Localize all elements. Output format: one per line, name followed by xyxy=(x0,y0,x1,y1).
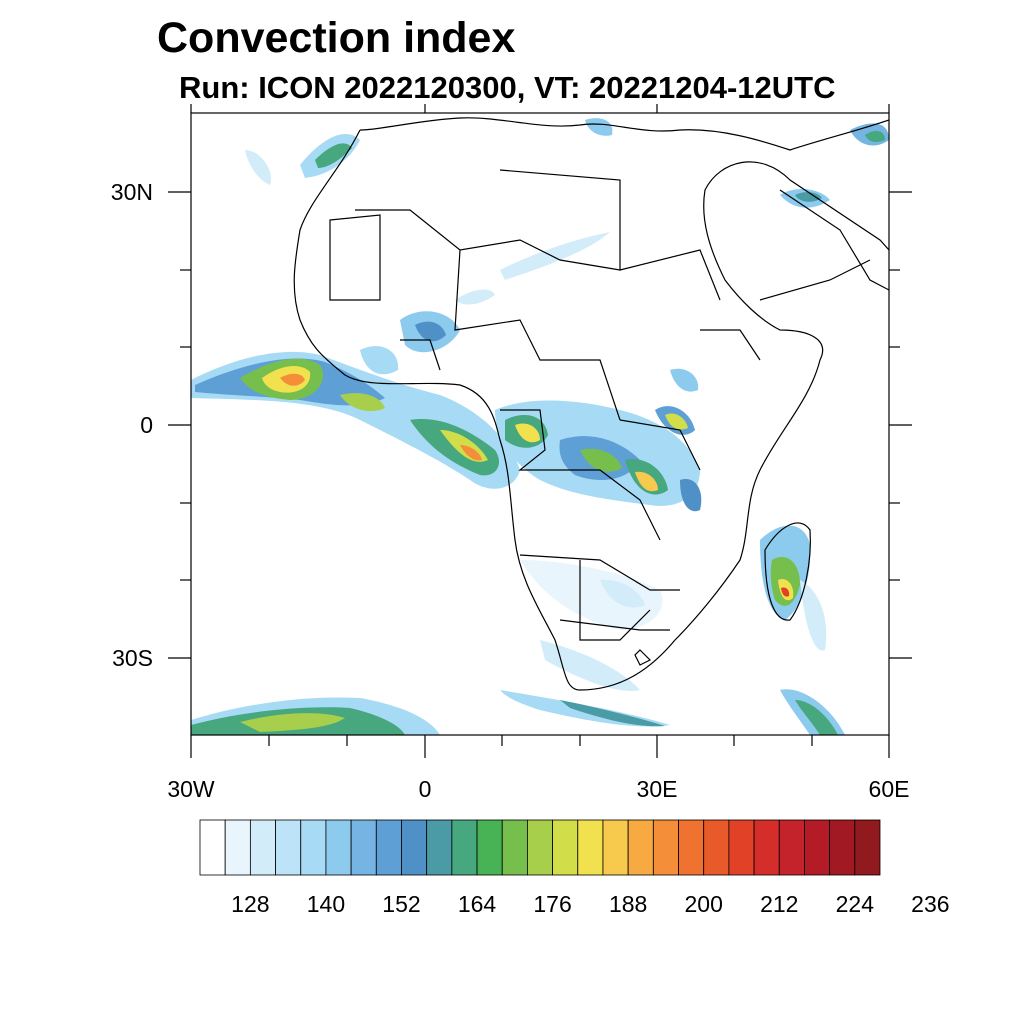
colorbar-label: 140 xyxy=(307,891,345,917)
colorbar-swatch xyxy=(300,819,327,876)
colorbar-swatch xyxy=(426,819,453,876)
colorbar-swatch xyxy=(527,819,553,876)
colorbar-label: 128 xyxy=(231,891,269,917)
colorbar-swatch xyxy=(602,819,629,876)
colorbar-swatch xyxy=(325,819,352,876)
colorbar-label: 212 xyxy=(760,891,798,917)
colorbar-swatch xyxy=(854,819,881,876)
chart-title: Convection index xyxy=(157,14,516,62)
colorbar-swatch xyxy=(577,819,604,876)
colorbar-labels: 128 140 152 164 176 188 200 212 224 236 xyxy=(231,891,949,917)
colorbar-swatch xyxy=(476,819,503,876)
colorbar-swatch xyxy=(778,819,805,876)
colorbar-swatch xyxy=(804,819,831,876)
coastlines xyxy=(293,117,889,691)
lon-label-30w: 30W xyxy=(167,776,215,802)
colorbar-label: 164 xyxy=(458,891,497,917)
colorbar-swatch xyxy=(224,819,251,876)
colorbar-label: 176 xyxy=(533,891,571,917)
lon-label-60e: 60E xyxy=(869,776,910,802)
colorbar-swatch xyxy=(652,819,679,876)
colorbar-swatch xyxy=(199,819,226,876)
axis-ticks xyxy=(168,104,912,758)
colorbar-swatch xyxy=(728,819,755,876)
colorbar-label: 200 xyxy=(685,891,723,917)
colorbar-swatch xyxy=(703,819,730,876)
colorbar-swatch xyxy=(678,819,705,876)
chart-subtitle: Run: ICON 2022120300, VT: 20221204-12UTC xyxy=(179,70,836,105)
colorbar-swatch xyxy=(627,819,654,876)
colorbar-swatch xyxy=(829,819,856,876)
plot-frame xyxy=(190,112,890,736)
colorbar-swatch xyxy=(501,819,528,876)
colorbar xyxy=(199,819,881,876)
colorbar-swatch xyxy=(375,819,402,876)
colorbar-swatch xyxy=(753,819,780,876)
colorbar-label: 188 xyxy=(609,891,647,917)
lat-label-0: 0 xyxy=(140,412,153,438)
convection-field xyxy=(191,118,889,735)
colorbar-swatch xyxy=(552,819,579,876)
lat-label-30n: 30N xyxy=(111,179,153,205)
colorbar-swatch xyxy=(350,819,377,876)
lat-label-30s: 30S xyxy=(112,645,153,671)
colorbar-swatch xyxy=(451,819,478,876)
colorbar-label: 224 xyxy=(836,891,875,917)
colorbar-swatch xyxy=(401,819,428,876)
colorbar-label: 152 xyxy=(382,891,420,917)
lon-label-0: 0 xyxy=(419,776,432,802)
lon-label-30e: 30E xyxy=(637,776,678,802)
colorbar-swatch xyxy=(249,819,276,876)
colorbar-label: 236 xyxy=(911,891,949,917)
colorbar-swatch xyxy=(275,819,302,876)
